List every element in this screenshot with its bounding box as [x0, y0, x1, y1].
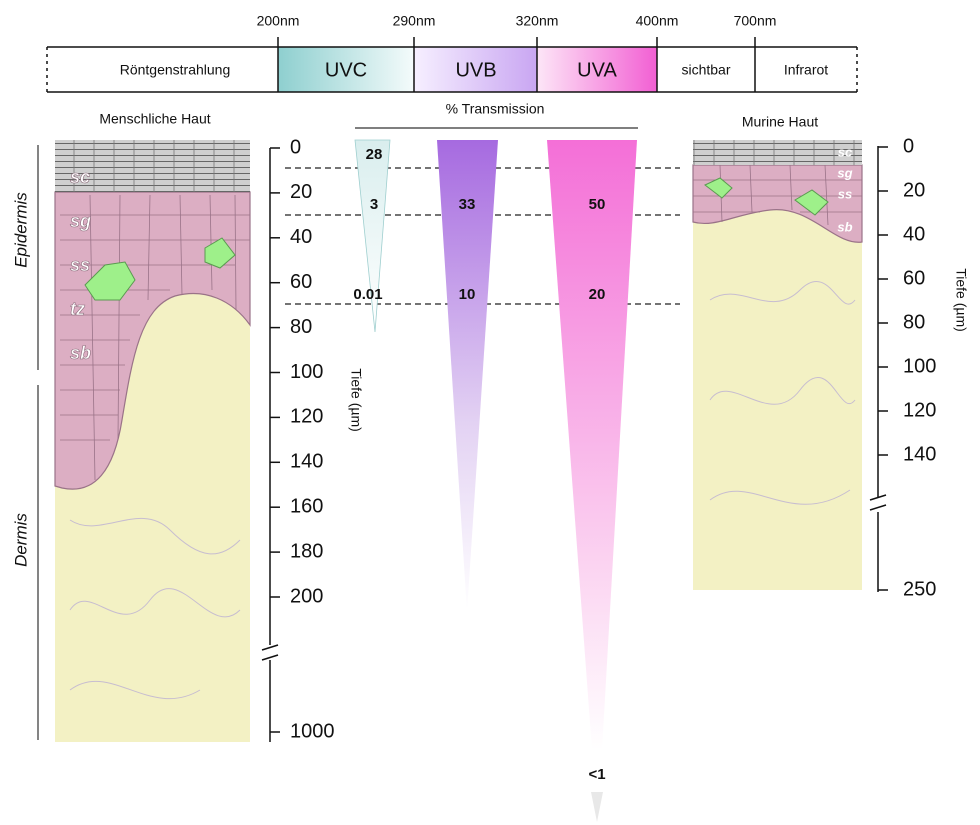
transmission-value: 20: [589, 286, 606, 303]
layer-label: sb: [837, 219, 852, 234]
tick-label: 0: [290, 136, 301, 158]
axis-title: Tiefe (µm): [953, 268, 969, 332]
layer-label: sc: [838, 144, 853, 159]
wavelength-label: 400nm: [636, 13, 679, 29]
band-label: Infrarot: [784, 62, 828, 78]
band-label: sichtbar: [681, 62, 730, 78]
tick-label: 160: [290, 495, 323, 517]
wavelength-label: 700nm: [734, 13, 777, 29]
layer-label: ss: [838, 186, 852, 201]
transmission-value: 28: [366, 146, 383, 163]
tick-label: 120: [290, 406, 323, 428]
tick-label: 140: [903, 443, 936, 465]
band-label: Röntgenstrahlung: [120, 62, 231, 78]
tick-label: 80: [290, 316, 312, 338]
layer-label: tz: [70, 299, 85, 319]
transmission-value: 33: [459, 196, 476, 213]
tick-label: 40: [290, 226, 312, 248]
transmission-value: 10: [459, 286, 476, 303]
tick-label: 100: [290, 361, 323, 383]
depth-axis: [870, 146, 886, 592]
wavelength-label: 290nm: [393, 13, 436, 29]
uvc-wedge: [355, 140, 390, 332]
layer-label: sb: [70, 343, 91, 363]
tick-label: 180: [290, 540, 323, 562]
tick-label: 60: [290, 271, 312, 293]
transmission-value: 50: [589, 196, 606, 213]
tick-label: 1000: [290, 720, 335, 742]
layer-label: sg: [70, 211, 91, 231]
tick-label: 120: [903, 399, 936, 421]
tick-label: 80: [903, 311, 925, 333]
transmission-title: % Transmission: [446, 101, 545, 117]
transmission-value: 3: [370, 196, 378, 213]
band-label: UVA: [577, 59, 617, 81]
uva-wedge-tail: [591, 792, 603, 822]
tick-label: 60: [903, 267, 925, 289]
tick-label: 0: [903, 135, 914, 157]
tick-label: 140: [290, 451, 323, 473]
murine-skin: [693, 140, 862, 590]
transmission-value: <1: [588, 766, 605, 783]
band-label: UVC: [325, 59, 367, 81]
tick-label: 20: [903, 179, 925, 201]
axis-title: Tiefe (µm): [348, 368, 364, 432]
tick-label: 100: [903, 355, 936, 377]
uva-wedge: [547, 140, 637, 750]
band-label: UVB: [455, 59, 496, 81]
layer-label: sc: [70, 167, 90, 187]
side-label: Epidermis: [11, 192, 30, 268]
wavelength-label: 200nm: [257, 13, 300, 29]
skin-title: Murine Haut: [742, 114, 818, 130]
wavelength-label: 320nm: [516, 13, 559, 29]
transmission-value: 0.01: [353, 286, 382, 303]
layer-label: sg: [837, 165, 852, 180]
layer-label: ss: [70, 255, 90, 275]
side-label: Dermis: [11, 513, 30, 567]
tick-label: 40: [903, 223, 925, 245]
diagram: 200nm 290nm 320nm 400nm 700nm Röntgenstr…: [0, 0, 980, 825]
skin-title: Menschliche Haut: [99, 111, 210, 127]
tick-label: 20: [290, 181, 312, 203]
tick-label: 200: [290, 585, 323, 607]
tick-label: 250: [903, 578, 936, 600]
